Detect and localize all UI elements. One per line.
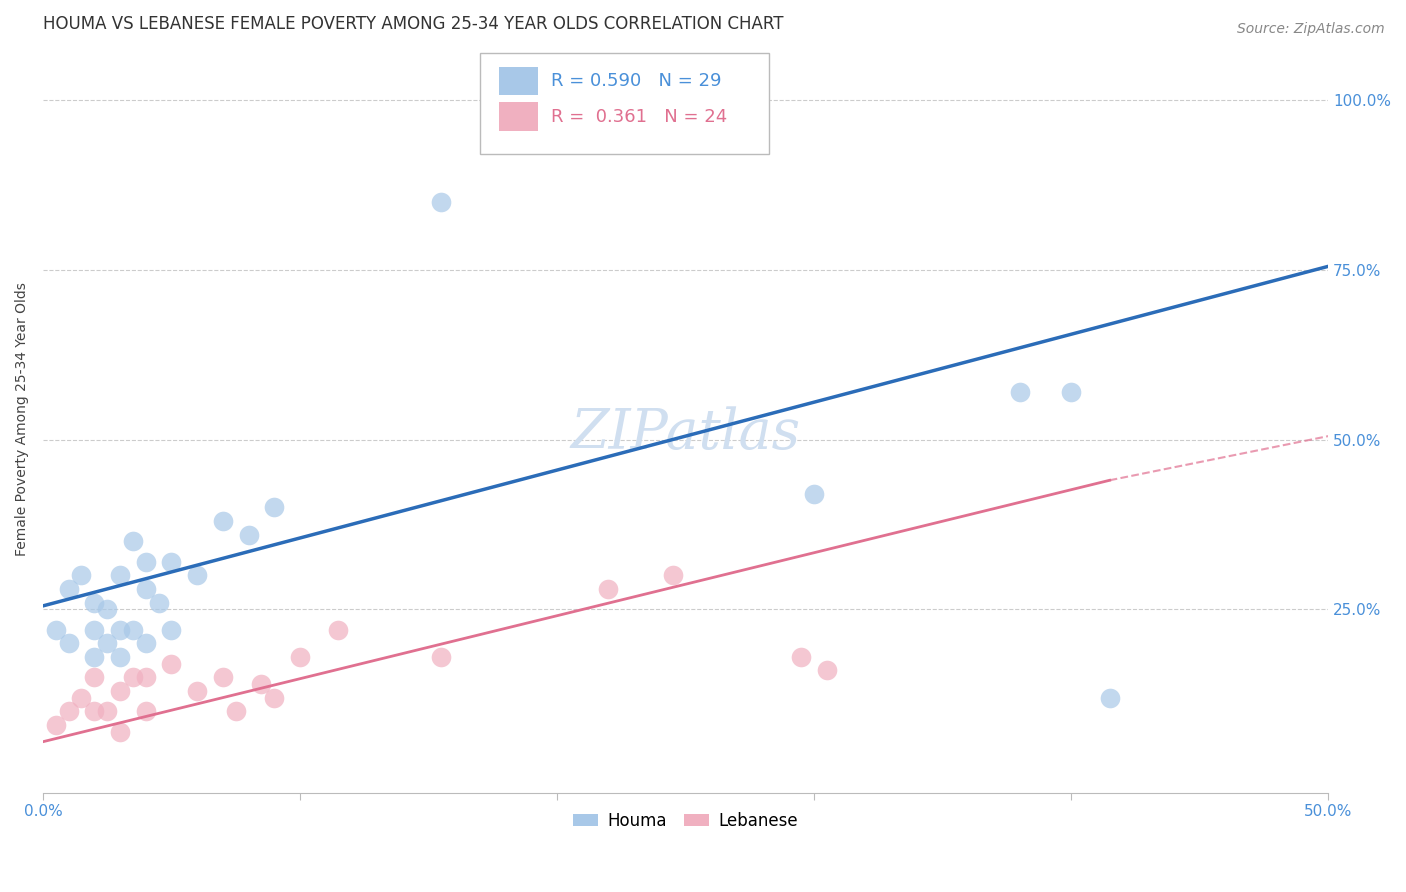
Point [211,670,233,684]
Text: R = 0.590   N = 29: R = 0.590 N = 29 [551,71,721,90]
Point [135,704,157,718]
Point [108,724,131,739]
Point [58,704,80,718]
Point [790,649,813,664]
Point [803,487,825,501]
Point [1098,690,1121,705]
Text: HOUMA VS LEBANESE FEMALE POVERTY AMONG 25-34 YEAR OLDS CORRELATION CHART: HOUMA VS LEBANESE FEMALE POVERTY AMONG 2… [44,15,783,33]
Point [108,568,131,582]
Point [83,623,105,637]
Point [211,514,233,528]
Point [121,670,143,684]
Point [430,649,453,664]
Point [108,623,131,637]
Point [96,636,118,650]
Point [45,717,67,731]
Point [83,649,105,664]
Point [135,555,157,569]
Point [96,602,118,616]
Point [58,636,80,650]
Point [160,657,183,671]
Bar [499,67,537,95]
Point [108,649,131,664]
Point [58,582,80,596]
Point [83,704,105,718]
Text: ZIPatlas: ZIPatlas [571,407,800,461]
Point [263,500,285,515]
Point [1060,384,1083,399]
Y-axis label: Female Poverty Among 25-34 Year Olds: Female Poverty Among 25-34 Year Olds [15,282,30,556]
Point [815,664,838,678]
Point [288,649,311,664]
Point [1008,384,1031,399]
Point [45,623,67,637]
Bar [499,103,537,131]
Point [225,704,247,718]
Point [598,582,620,596]
Text: R =  0.361   N = 24: R = 0.361 N = 24 [551,108,727,126]
Point [70,568,93,582]
Point [135,582,157,596]
Point [135,636,157,650]
Point [661,568,683,582]
Point [121,534,143,549]
Legend: Houma, Lebanese: Houma, Lebanese [567,805,806,837]
FancyBboxPatch shape [479,54,769,154]
Point [121,623,143,637]
Point [148,595,170,609]
Point [186,683,208,698]
Point [96,704,118,718]
Point [108,683,131,698]
Point [238,527,260,541]
Point [430,194,453,209]
Point [83,670,105,684]
Point [328,623,350,637]
Point [263,690,285,705]
Text: Source: ZipAtlas.com: Source: ZipAtlas.com [1237,22,1385,37]
Point [83,595,105,609]
Point [250,677,273,691]
Point [160,623,183,637]
Point [186,568,208,582]
Point [135,670,157,684]
Point [70,690,93,705]
Point [160,555,183,569]
